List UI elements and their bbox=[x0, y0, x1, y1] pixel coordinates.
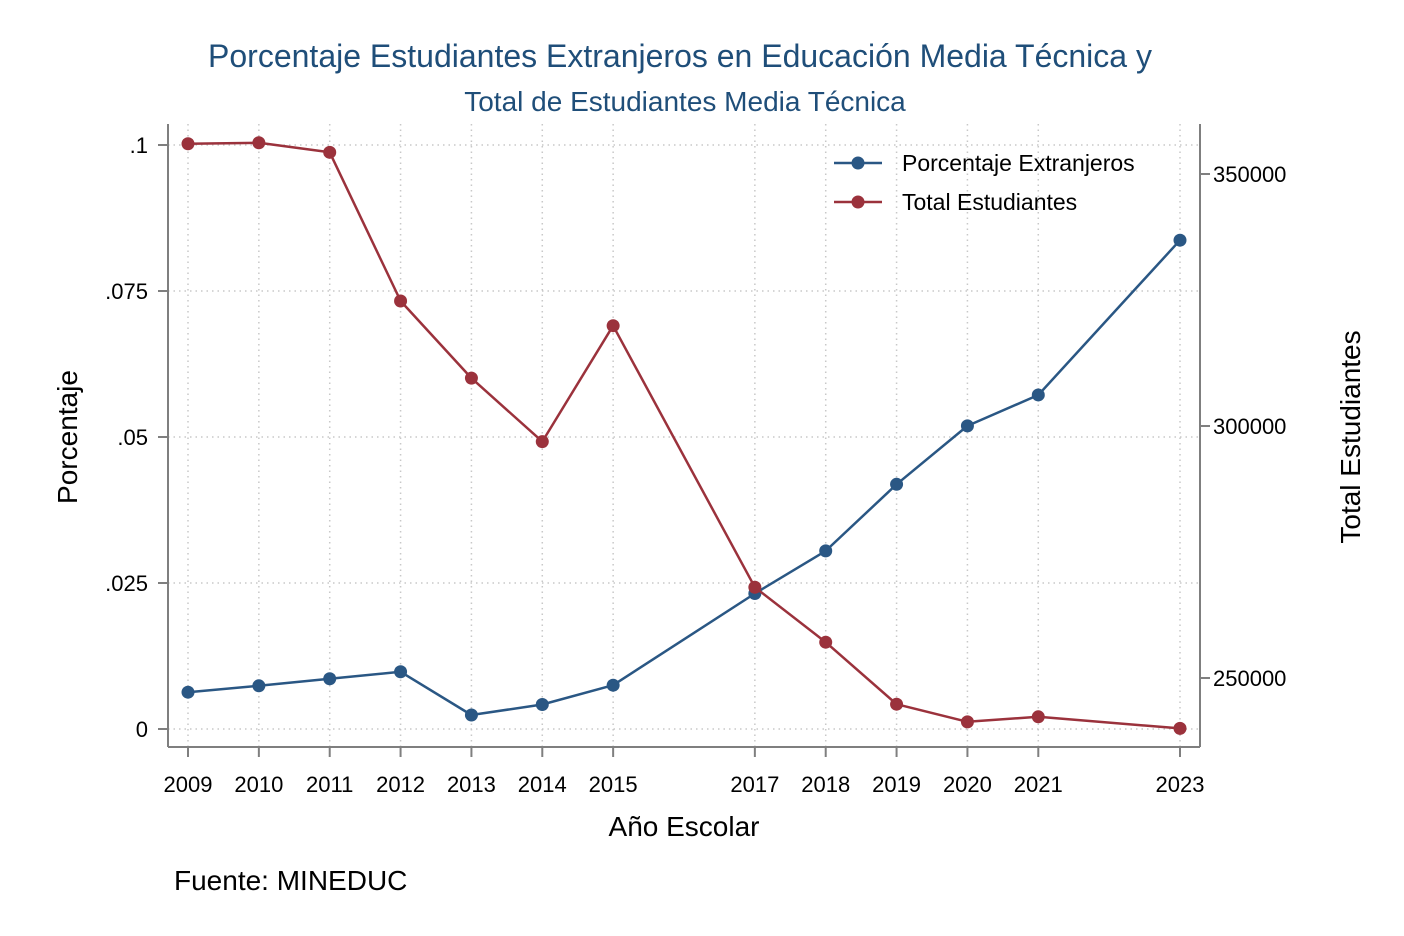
x-tick-label: 2009 bbox=[164, 772, 213, 797]
legend-marker-porcentaje bbox=[851, 156, 865, 170]
y-left-tick-label: .075 bbox=[105, 279, 148, 304]
data-point-total-2018 bbox=[819, 635, 833, 649]
data-point-porcentaje-2015 bbox=[606, 678, 620, 692]
data-point-total-2023 bbox=[1173, 721, 1187, 735]
data-point-porcentaje-2019 bbox=[890, 477, 904, 491]
data-point-total-2014 bbox=[535, 435, 549, 449]
x-tick-label: 2011 bbox=[306, 772, 353, 797]
data-point-total-2015 bbox=[606, 319, 620, 333]
y-right-tick-label: 300000 bbox=[1213, 414, 1286, 439]
data-point-total-2012 bbox=[394, 294, 408, 308]
data-point-porcentaje-2023 bbox=[1173, 233, 1187, 247]
data-point-porcentaje-2020 bbox=[960, 419, 974, 433]
y-right-tick-label: 250000 bbox=[1213, 666, 1286, 691]
data-point-total-2020 bbox=[960, 715, 974, 729]
chart-subtitle: Total de Estudiantes Media Técnica bbox=[464, 86, 906, 117]
x-axis-label: Año Escolar bbox=[609, 811, 760, 842]
x-tick-label: 2012 bbox=[376, 772, 425, 797]
tick-labels: 2009 2010 2011 2012 2013 2014 2015 2017 2018 2019… bbox=[105, 133, 1286, 797]
legend-label-total: Total Estudiantes bbox=[902, 189, 1077, 215]
data-point-porcentaje-2013 bbox=[464, 708, 478, 722]
legend-marker-total bbox=[851, 195, 865, 209]
x-tick-label: 2018 bbox=[801, 772, 850, 797]
grid bbox=[168, 124, 1200, 747]
x-tick-label: 2021 bbox=[1014, 772, 1063, 797]
data-point-total-2021 bbox=[1031, 710, 1045, 724]
data-point-total-2009 bbox=[181, 137, 195, 151]
y-left-tick-label: .1 bbox=[130, 133, 148, 158]
y-left-tick-label: .05 bbox=[117, 425, 148, 450]
x-tick-label: 2023 bbox=[1156, 772, 1205, 797]
data-point-porcentaje-2011 bbox=[323, 672, 337, 686]
data-point-total-2010 bbox=[252, 136, 266, 150]
x-tick-label: 2017 bbox=[730, 772, 779, 797]
x-tick-label: 2013 bbox=[447, 772, 496, 797]
axes bbox=[158, 124, 1210, 757]
y-axis-left-label: Porcentaje bbox=[52, 370, 83, 504]
data-point-total-2013 bbox=[464, 371, 478, 385]
data-point-porcentaje-2012 bbox=[394, 665, 408, 679]
x-tick-label: 2020 bbox=[943, 772, 992, 797]
x-tick-label: 2010 bbox=[234, 772, 283, 797]
data-point-total-2017 bbox=[748, 580, 762, 594]
source-note: Fuente: MINEDUC bbox=[174, 865, 407, 896]
data-point-total-2011 bbox=[323, 145, 337, 159]
series-line-porcentaje bbox=[187, 239, 1181, 717]
data-point-total-2019 bbox=[890, 697, 904, 711]
y-axis-right-label: Total Estudiantes bbox=[1335, 330, 1366, 543]
x-tick-label: 2019 bbox=[872, 772, 921, 797]
legend: Porcentaje Extranjeros Total Estudiantes bbox=[834, 150, 1135, 215]
x-tick-label: 2014 bbox=[518, 772, 567, 797]
data-point-porcentaje-2010 bbox=[252, 679, 266, 693]
data-point-porcentaje-2014 bbox=[535, 697, 549, 711]
y-left-tick-label: 0 bbox=[136, 717, 148, 742]
series-group bbox=[181, 136, 1187, 735]
data-point-porcentaje-2009 bbox=[181, 685, 195, 699]
y-right-tick-label: 350000 bbox=[1213, 162, 1286, 187]
x-tick-label: 2015 bbox=[589, 772, 638, 797]
data-point-porcentaje-2018 bbox=[819, 544, 833, 558]
y-left-tick-label: .025 bbox=[105, 571, 148, 596]
chart-title: Porcentaje Estudiantes Extranjeros en Ed… bbox=[208, 38, 1152, 74]
data-point-porcentaje-2021 bbox=[1031, 388, 1045, 402]
legend-label-porcentaje: Porcentaje Extranjeros bbox=[902, 150, 1135, 176]
